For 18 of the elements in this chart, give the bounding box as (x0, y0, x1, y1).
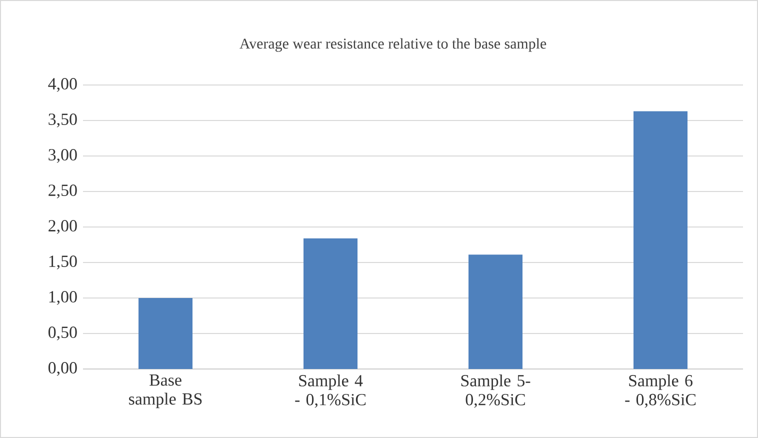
y-tick-label: 1,00 (49, 291, 77, 305)
bar (304, 238, 358, 369)
y-tick-label: 3,50 (48, 114, 77, 128)
y-tick-label: 0,00 (48, 362, 77, 376)
x-tick-label: Sample 6 - 0,8%SiC (625, 374, 696, 408)
bar (634, 111, 688, 369)
x-tick-label: Sample 4 - 0,1%SiC (295, 374, 366, 408)
y-tick-label: 2,50 (48, 184, 77, 198)
x-tick-label: Sample 5- 0,2%SiC (461, 374, 530, 408)
y-tick-label: 0,50 (48, 326, 77, 340)
chart-title: Average wear resistance relative to the base sample (240, 38, 546, 52)
x-tick-label: Base sample BS (129, 374, 202, 408)
y-tick-label: 1,50 (49, 256, 77, 270)
bar (468, 254, 523, 369)
y-tick-label: 4,00 (48, 78, 77, 92)
bar (138, 298, 193, 369)
y-tick-label: 3,00 (48, 149, 77, 163)
y-tick-label: 2,00 (48, 220, 77, 234)
